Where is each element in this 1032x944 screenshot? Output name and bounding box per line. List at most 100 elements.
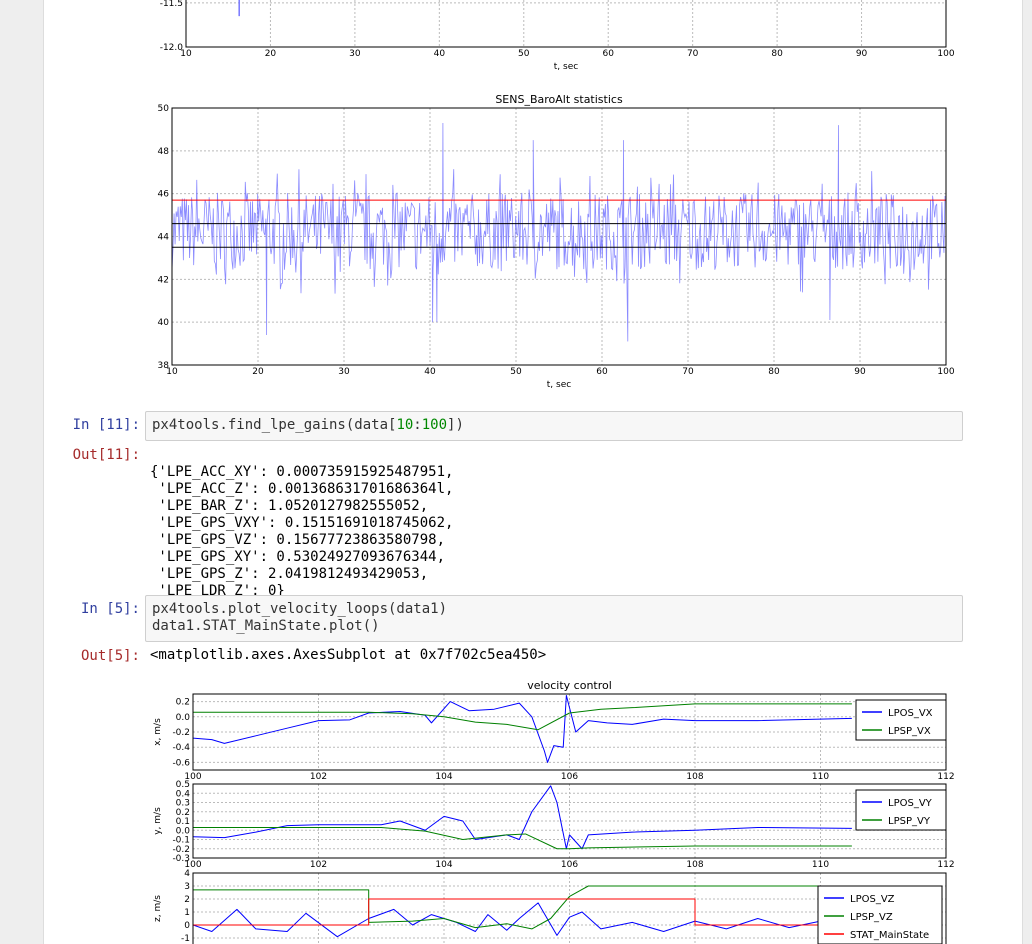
chart-title: velocity control [527,679,612,692]
x-axis-label: t, sec [547,380,571,390]
x-tick-label: 60 [596,367,608,377]
x-tick-label: 106 [561,772,578,782]
y-tick-label: -1 [181,934,190,944]
legend-label: LPSP_VZ [850,912,893,923]
x-tick-label: 50 [510,367,522,377]
y-tick-label: 0.0 [176,713,191,723]
x-tick-label: 30 [338,367,350,377]
output-line: 'LPE_BAR_Z': 1.0520127982555052, [150,498,429,514]
x-tick-label: 110 [812,772,829,782]
x-tick-label: 80 [771,49,783,59]
x-tick-label: 110 [812,860,829,870]
x-tick-label: 102 [310,860,327,870]
x-tick-label: 10 [180,49,192,59]
code-text: : [413,417,422,433]
x-tick-label: 106 [561,860,578,870]
series-group [238,0,240,17]
output-5: <matplotlib.axes.AxesSubplot at 0x7f702c… [150,647,547,663]
code-cell-11[interactable]: px4tools.find_lpe_gains(data[10:100]) [145,411,963,441]
y-tick-label: -0.2 [172,845,190,855]
x-tick-label: 30 [349,49,361,59]
y-tick-label: 38 [158,361,170,371]
x-tick-label: 20 [265,49,277,59]
x-tick-label: 102 [310,772,327,782]
output-line: {'LPE_ACC_XY': 0.000735915925487951, [150,464,454,480]
y-tick-label: 48 [158,147,170,157]
x-tick-label: 40 [424,367,436,377]
series-group [193,695,852,763]
output-line: 'LPE_GPS_XY': 0.53024927093676344, [150,549,446,565]
output-line: 'LPE_ACC_Z': 0.001368631701686364l, [150,481,454,497]
output-line: 'LPE_GPS_Z': 2.0419812493429053, [150,566,429,582]
y-tick-label: 2 [184,895,190,905]
y-tick-label: -0.6 [172,758,190,768]
y-tick-label: 0.2 [176,808,190,818]
x-tick-label: 104 [435,860,452,870]
x-tick-label: 100 [937,367,954,377]
output-line: 'LPE_GPS_VZ': 0.15677723863580798, [150,532,446,548]
y-tick-label: 42 [158,275,169,285]
x-tick-label: 100 [184,860,201,870]
output-11: {'LPE_ACC_XY': 0.000735915925487951, 'LP… [150,447,453,600]
code-line: px4tools.plot_velocity_loops(data1) [152,601,448,617]
y-tick-label: -0.1 [172,836,190,846]
y-tick-label: 50 [158,104,170,114]
baro-signal-line [172,122,946,342]
x-tick-label: 40 [434,49,446,59]
x-tick-label: 112 [937,772,954,782]
series-line-STAT_MainState [193,898,852,926]
y-tick-label: -0.3 [172,854,190,864]
legend-label: LPOS_VZ [850,894,895,905]
legend-box [855,789,947,831]
y-tick-label: -0.4 [172,743,190,753]
x-tick-label: 70 [687,49,699,59]
y-tick-label: 3 [184,882,190,892]
y-tick-label: 1 [184,908,190,918]
y-tick-label: -11.5 [160,0,183,9]
axes-frame [185,0,947,48]
series-line-LPSP_VY [193,826,852,850]
x-tick-label: 90 [854,367,866,377]
x-tick-label: 100 [937,49,954,59]
y-axis-label: y, m/s [153,807,163,835]
x-tick-label: 20 [252,367,264,377]
x-tick-label: 60 [602,49,614,59]
y-tick-label: 4 [184,869,190,879]
y-tick-label: 0 [184,921,190,931]
x-tick-label: 90 [856,49,868,59]
x-tick-label: 100 [184,772,201,782]
legend-label: LPOS_VY [888,798,933,809]
legend-label: LPSP_VX [888,726,931,737]
y-axis-label: x, m/s [153,718,163,746]
legend-label: STAT_MainState [850,930,929,941]
axes-frame [171,107,947,366]
y-tick-label: 0.1 [176,817,190,827]
out-prompt-11: Out[11]: [72,447,140,463]
y-tick-label: 0.0 [176,826,191,836]
axes-frame [192,872,947,944]
legend-box [855,699,947,741]
y-axis-label: z, m/s [153,895,163,922]
legend-label: LPOS_VX [888,708,933,719]
series-group [193,785,852,850]
code-text: px4tools.find_lpe_gains(data[ [152,417,397,433]
x-axis-label: t, sec [554,62,578,72]
series-line-LPSP_VX [193,703,852,731]
x-tick-label: 108 [686,860,703,870]
out-prompt-5: Out[5]: [80,648,140,664]
y-tick-label: 44 [158,233,170,243]
y-tick-label: -0.2 [172,728,190,738]
x-tick-label: 80 [768,367,780,377]
output-line: 'LPE_GPS_VXY': 0.15151691018745062, [150,515,454,531]
y-tick-label: 40 [158,318,170,328]
series-group [193,885,852,938]
series-line-LPOS_VX [193,695,852,763]
y-tick-label: 0.2 [176,698,190,708]
y-tick-label: 0.3 [176,799,190,809]
code-number: 100 [421,417,448,433]
y-tick-label: 46 [158,190,170,200]
series-line-LPOS_VZ [193,902,852,938]
x-tick-label: 50 [518,49,530,59]
code-cell-5[interactable]: px4tools.plot_velocity_loops(data1) data1… [145,595,963,642]
